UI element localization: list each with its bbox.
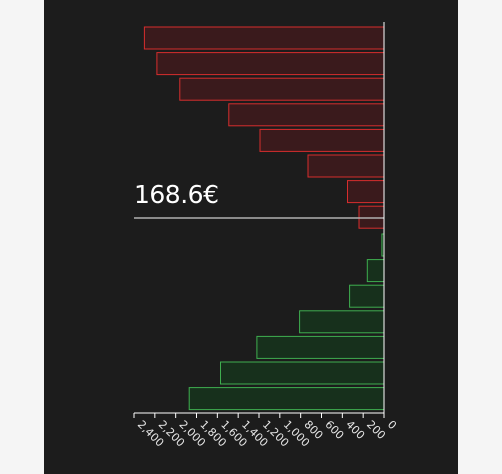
ask-bar-0 [143, 26, 385, 50]
bid-bar-5 [220, 361, 385, 385]
x-tick-label: 200 [364, 418, 388, 442]
x-tick-label: 600 [322, 418, 346, 442]
bid-bar-1 [366, 259, 385, 283]
x-tick-label: 0 [385, 418, 399, 432]
ask-bar-5 [307, 154, 385, 178]
x-tick-label: 400 [343, 418, 367, 442]
ask-bar-7 [358, 205, 385, 229]
ask-bar-2 [179, 77, 385, 101]
price-label: 168.6€ [134, 180, 219, 209]
ask-bar-6 [347, 180, 385, 204]
bid-bars [188, 233, 385, 411]
x-axis: 02004006008001,0001,2001,4001,6001,8002,… [133, 412, 399, 449]
bid-bar-6 [188, 387, 385, 411]
bid-bar-2 [349, 284, 385, 308]
order-book-panel: 0 200 400 600 800 1,000 1,200 1,400 1,600 1,800 2,… [44, 0, 458, 474]
bid-bar-3 [299, 310, 385, 334]
ask-bar-4 [259, 128, 385, 152]
ask-bar-1 [156, 52, 385, 76]
depth-chart: 02004006008001,0001,2001,4001,6001,8002,… [133, 22, 399, 449]
ask-bar-3 [228, 103, 385, 127]
bid-bar-4 [256, 335, 385, 359]
